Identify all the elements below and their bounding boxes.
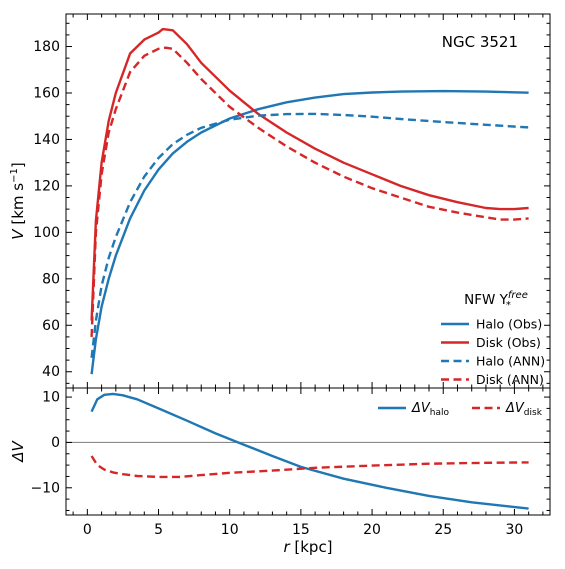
y-axis-ticks: −10 0 10 (30, 390, 550, 511)
top-legend: NFW Υfree * Halo (Obs) Disk (Obs) Halo (ANN)… (441, 290, 545, 387)
x-tick-label: 20 (363, 522, 381, 538)
legend-label: ΔVhalo (411, 401, 450, 418)
y-axis-label-top: V [km s−1] (9, 162, 27, 239)
legend-label: Halo (Obs) (476, 317, 542, 332)
y-axis-label-bottom: ΔV (9, 440, 27, 463)
y-tick-label: 40 (42, 364, 60, 380)
disk-ann-line (90, 46, 529, 337)
y-tick-label: 120 (33, 178, 60, 194)
disk-obs-line (90, 27, 529, 321)
x-axis-label: r [kpc] (283, 538, 332, 556)
y-tick-label: 60 (42, 318, 60, 334)
y-tick-label: −10 (30, 480, 60, 496)
halo-ann-line (90, 112, 529, 358)
y-tick-label: 100 (33, 225, 60, 241)
delta-v-disk-line (90, 455, 529, 479)
y-tick-label: 0 (51, 435, 60, 451)
x-tick-label: 5 (154, 522, 163, 538)
x-tick-label: 15 (292, 522, 310, 538)
x-axis-ticks (72, 14, 544, 388)
y-tick-label: 10 (42, 390, 60, 406)
x-tick-label: 0 (83, 522, 92, 538)
legend-title: NFW Υfree * (464, 290, 528, 311)
delta-v-halo-line (90, 392, 529, 510)
x-tick-label: 30 (505, 522, 523, 538)
legend-label: Disk (ANN) (476, 372, 544, 387)
y-tick-label: 160 (33, 85, 60, 101)
y-tick-label: 80 (42, 271, 60, 287)
legend-label: Disk (Obs) (476, 335, 541, 350)
y-tick-label: 140 (33, 132, 60, 148)
y-axis-ticks: 40 60 80 100 120 140 160 180 (33, 22, 550, 384)
halo-obs-line (90, 89, 529, 375)
x-tick-label: 10 (221, 522, 239, 538)
legend-label: ΔVdisk (505, 401, 543, 418)
y-tick-label: 180 (33, 39, 60, 55)
galaxy-name-annotation: NGC 3521 (442, 33, 518, 51)
legend-label: Halo (ANN) (476, 354, 545, 369)
bottom-legend: ΔVhalo ΔVdisk (378, 401, 543, 418)
x-axis-ticks: 0 5 10 15 20 25 30 (72, 388, 544, 538)
x-tick-label: 25 (434, 522, 452, 538)
bottom-panel-frame (65, 387, 551, 516)
